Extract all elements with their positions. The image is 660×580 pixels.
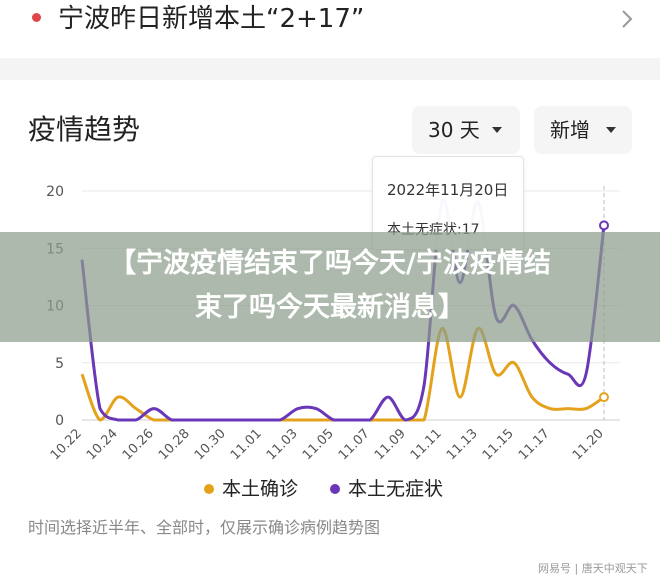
caret-down-icon bbox=[606, 127, 616, 133]
legend-marker bbox=[204, 484, 214, 494]
y-tick-label: 0 bbox=[55, 413, 64, 429]
x-tick-label: 11.20 bbox=[570, 426, 607, 463]
tooltip-date: 2022年11月20日 bbox=[387, 181, 509, 199]
x-tick-label: 11.07 bbox=[336, 426, 373, 463]
overlay-banner: 【宁波疫情结束了吗今天/宁波疫情结 束了吗今天最新消息】 bbox=[0, 232, 660, 342]
chevron-right-icon[interactable] bbox=[614, 6, 640, 32]
x-tick-label: 11.11 bbox=[408, 426, 445, 463]
type-select[interactable]: 新增 bbox=[534, 106, 632, 154]
highlight-point bbox=[599, 392, 609, 403]
y-tick-label: 5 bbox=[55, 356, 64, 372]
x-tick-label: 10.28 bbox=[156, 426, 193, 463]
watermark: 网易号 | 唐天中观天下 bbox=[538, 562, 648, 575]
caret-down-icon bbox=[492, 127, 502, 133]
overlay-line-1: 【宁波疫情结束了吗今天/宁波疫情结 bbox=[109, 248, 551, 279]
x-tick-label: 11.15 bbox=[480, 426, 517, 463]
trend-chart[interactable]: 0510152010.2210.2410.2610.2810.3011.0111… bbox=[0, 150, 660, 470]
x-tick-label: 11.05 bbox=[300, 426, 337, 463]
legend-marker bbox=[330, 484, 340, 494]
x-tick-label: 11.09 bbox=[372, 426, 409, 463]
header-title: 宁波昨日新增本土“2+17” bbox=[58, 4, 365, 34]
x-tick-label: 10.30 bbox=[192, 426, 229, 463]
legend-label: 本土无症状 bbox=[348, 478, 444, 500]
section-divider bbox=[0, 58, 660, 80]
section-title: 疫情趋势 bbox=[28, 113, 141, 146]
highlight-point bbox=[599, 220, 609, 231]
red-dot-icon bbox=[32, 13, 41, 22]
x-tick-label: 11.01 bbox=[228, 426, 265, 463]
overlay-line-2: 束了吗今天最新消息】 bbox=[195, 292, 465, 323]
page-header[interactable]: 宁波昨日新增本土“2+17” bbox=[0, 0, 660, 58]
legend-label: 本土确诊 bbox=[222, 478, 299, 500]
x-tick-label: 11.13 bbox=[444, 426, 481, 463]
y-tick-label: 20 bbox=[46, 184, 64, 200]
x-tick-label: 11.17 bbox=[516, 426, 553, 463]
range-select-label: 30 天 bbox=[428, 118, 480, 142]
range-select[interactable]: 30 天 bbox=[412, 106, 520, 154]
x-tick-label: 10.22 bbox=[48, 426, 85, 463]
type-select-label: 新增 bbox=[550, 118, 590, 142]
x-tick-label: 10.24 bbox=[84, 426, 121, 463]
x-tick-label: 11.03 bbox=[264, 426, 301, 463]
chart-note: 时间选择近半年、全部时，仅展示确诊病例趋势图 bbox=[28, 518, 381, 537]
x-tick-label: 10.26 bbox=[120, 426, 157, 463]
